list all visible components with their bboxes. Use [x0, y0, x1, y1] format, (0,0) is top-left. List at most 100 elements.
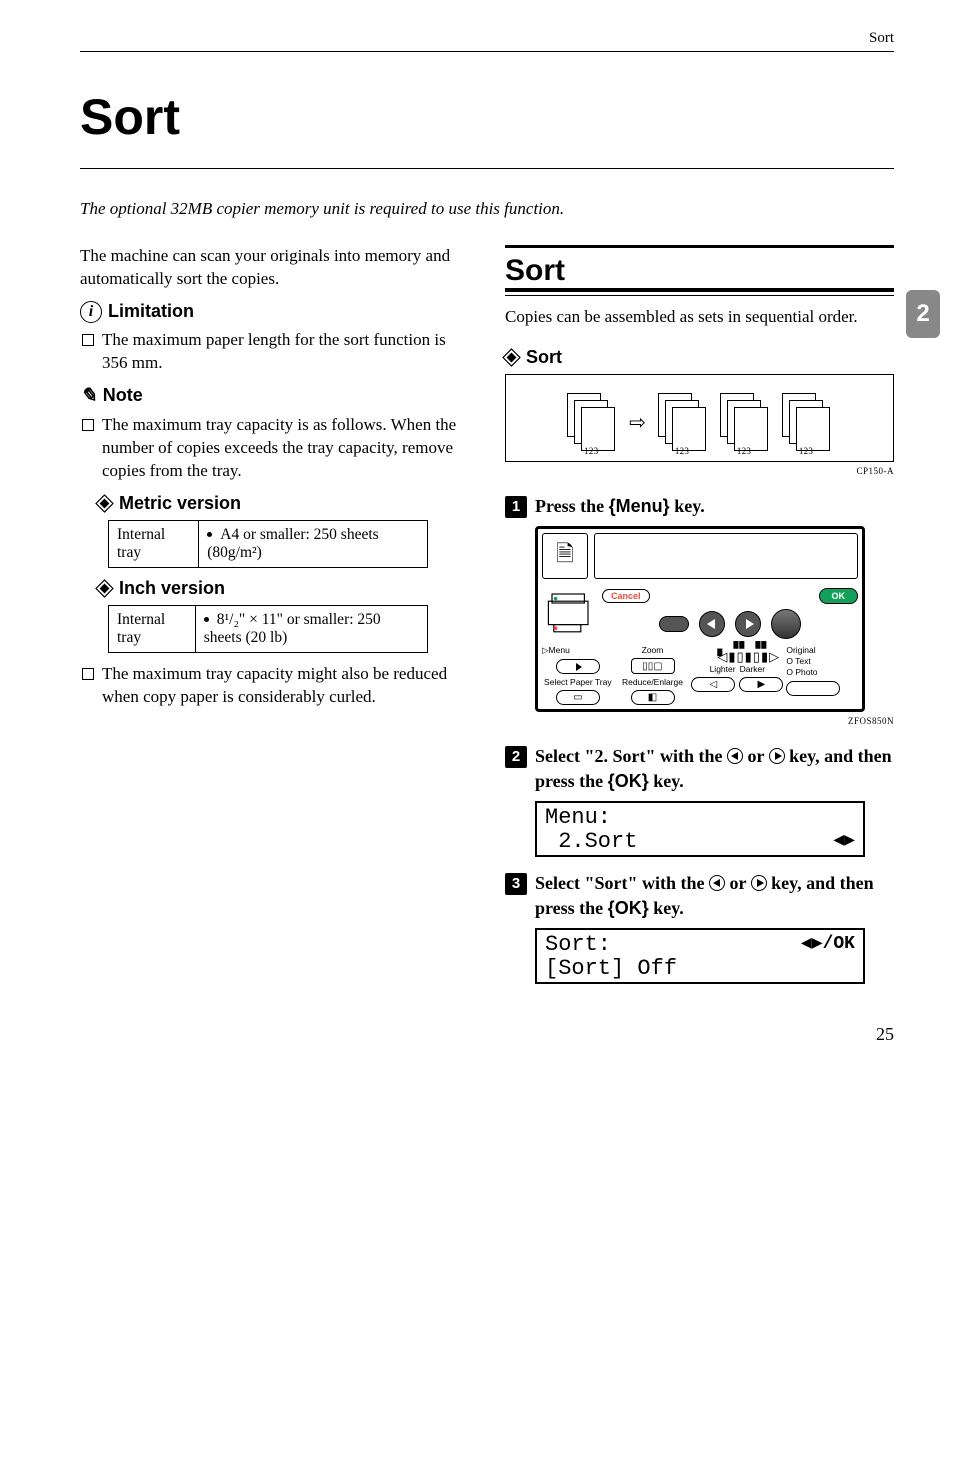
- limitation-heading: Limitation: [108, 301, 194, 322]
- step1-text-b: key.: [670, 496, 705, 516]
- lcd-display-2: Sort: ◀▶/OK [Sort] Off: [535, 928, 865, 984]
- step-number-icon: 1: [505, 496, 527, 518]
- copier-icon: [542, 585, 598, 639]
- step3-a: Select "Sort" with the: [535, 873, 709, 893]
- inch-heading: Inch version: [119, 578, 225, 599]
- left-triangle-icon: [709, 875, 725, 891]
- stack-icon: 1 2 3: [567, 393, 617, 453]
- nav-left-icon: [699, 611, 725, 637]
- select-paper-tray-label: Select Paper Tray: [544, 677, 612, 687]
- lcd-nav-icon: ◀▶: [833, 832, 855, 852]
- stack-icon: 1 2 3: [782, 393, 832, 453]
- lcd1-line2: 2.Sort: [558, 829, 637, 854]
- info-icon: i: [80, 301, 102, 323]
- right-triangle-icon: [751, 875, 767, 891]
- right-column: Sort Copies can be assembled as sets in …: [505, 245, 894, 998]
- original-button-icon: [786, 681, 840, 696]
- inch-heading-row: Inch version: [98, 578, 469, 599]
- step-1: 1 Press the {Menu} key.: [505, 494, 894, 518]
- intro-text: The machine can scan your originals into…: [80, 245, 469, 291]
- metric-heading: Metric version: [119, 493, 241, 514]
- bullet-icon: [82, 334, 94, 346]
- zoom-label: Zoom: [642, 645, 664, 655]
- darker-label: Darker: [740, 664, 766, 674]
- note-item: The maximum tray capacity is as follows.…: [80, 414, 469, 483]
- pencil-icon: ✎: [80, 383, 97, 408]
- text-option-label: O Text: [786, 656, 817, 667]
- panel-caption: ZFOS850N: [505, 716, 894, 726]
- metric-col2: A4 or smaller: 250 sheets (80g/m²): [199, 520, 428, 567]
- lighter-label: Lighter: [710, 664, 736, 674]
- step-number-icon: 3: [505, 873, 527, 895]
- diamond-icon: [95, 579, 113, 597]
- menu-key-label: Menu: [616, 496, 663, 516]
- metric-col1: Internal tray: [109, 520, 199, 567]
- lighter-button-icon: ◁: [691, 677, 735, 692]
- chapter-title: Sort: [80, 88, 894, 146]
- photo-option-label: O Photo: [786, 667, 817, 678]
- nav-right-icon: [735, 611, 761, 637]
- ok-key-label: OK: [615, 898, 642, 918]
- limitation-heading-row: i Limitation: [80, 301, 469, 323]
- lcd2-right: ◀▶/OK: [801, 935, 855, 955]
- diamond-icon: [502, 348, 520, 366]
- stack-icon: 1 2 3: [658, 393, 708, 453]
- menu-button-icon: [556, 659, 600, 674]
- right-triangle-icon: [769, 748, 785, 764]
- tray-button-icon: ▭: [556, 690, 600, 705]
- diamond-icon: [95, 494, 113, 512]
- lcd2-line2: [Sort] Off: [545, 957, 677, 981]
- inch-col2-text: 8¹/₂" × 11" or smaller: 250 sheets (20 l…: [204, 611, 381, 646]
- last-note-item: The maximum tray capacity might also be …: [80, 663, 469, 709]
- menu-label: Menu: [549, 645, 570, 655]
- step-3: 3 Select "Sort" with the or key, and the…: [505, 871, 894, 920]
- zoom-button-icon: ▯▯▢: [631, 658, 675, 674]
- sort-diamond-row: Sort: [505, 347, 894, 368]
- note-heading-row: ✎ Note: [80, 383, 469, 408]
- lcd-placeholder: [594, 533, 858, 579]
- lcd1-line1: Menu:: [545, 806, 611, 830]
- page-number: 25: [80, 1024, 894, 1045]
- bullet-icon: [82, 419, 94, 431]
- ok-button-label: OK: [819, 588, 859, 604]
- reduce-enlarge-label: Reduce/Enlarge: [622, 677, 683, 687]
- disc-icon: [204, 617, 209, 622]
- section-intro: Copies can be assembled as sets in seque…: [505, 306, 894, 329]
- section-header: Sort: [505, 245, 894, 292]
- step3-tail: key.: [649, 898, 684, 918]
- cancel-button-label: Cancel: [602, 589, 650, 603]
- inch-col2: 8¹/₂" × 11" or smaller: 250 sheets (20 l…: [195, 605, 427, 652]
- metric-col2-text: A4 or smaller: 250 sheets (80g/m²): [207, 526, 378, 561]
- limitation-item: The maximum paper length for the sort fu…: [80, 329, 469, 375]
- note-text: The maximum tray capacity is as follows.…: [102, 414, 469, 483]
- optional-note: The optional 32MB copier memory unit is …: [80, 199, 894, 219]
- note-heading: Note: [103, 385, 143, 406]
- ok-circle-icon: [771, 609, 801, 639]
- left-triangle-icon: [727, 748, 743, 764]
- header-rule: [80, 51, 894, 52]
- arrow-icon: ⇨: [629, 410, 646, 435]
- original-label: Original: [786, 645, 817, 656]
- ok-key-label: OK: [615, 771, 642, 791]
- darker-button-icon: ▶: [739, 677, 783, 692]
- step1-text-a: Press the: [535, 496, 609, 516]
- step3-b: or: [725, 873, 751, 893]
- inch-table: Internal tray 8¹/₂" × 11" or smaller: 25…: [108, 605, 428, 653]
- disc-icon: [207, 532, 212, 537]
- step-number-icon: 2: [505, 746, 527, 768]
- left-column: The machine can scan your originals into…: [80, 245, 469, 998]
- step2-a: Select "2. Sort" with the: [535, 746, 727, 766]
- title-rule: [80, 168, 894, 169]
- sort-diagram: 1 2 3 ⇨ 1 2 3 1 2 3 1 2 3: [505, 374, 894, 462]
- control-panel-illustration: 🗎 Cancel OK: [535, 526, 865, 712]
- reduce-enlarge-button-icon: ◧: [631, 690, 675, 705]
- side-chapter-tab: 2: [906, 290, 940, 338]
- step-2: 2 Select "2. Sort" with the or key, and …: [505, 744, 894, 793]
- stack-icon: 1 2 3: [720, 393, 770, 453]
- display-icon: 🗎: [542, 533, 588, 579]
- step2-b: or: [743, 746, 769, 766]
- bullet-icon: [82, 668, 94, 680]
- limitation-text: The maximum paper length for the sort fu…: [102, 329, 469, 375]
- running-header: Sort: [80, 30, 894, 47]
- lcd2-line1: Sort:: [545, 933, 611, 957]
